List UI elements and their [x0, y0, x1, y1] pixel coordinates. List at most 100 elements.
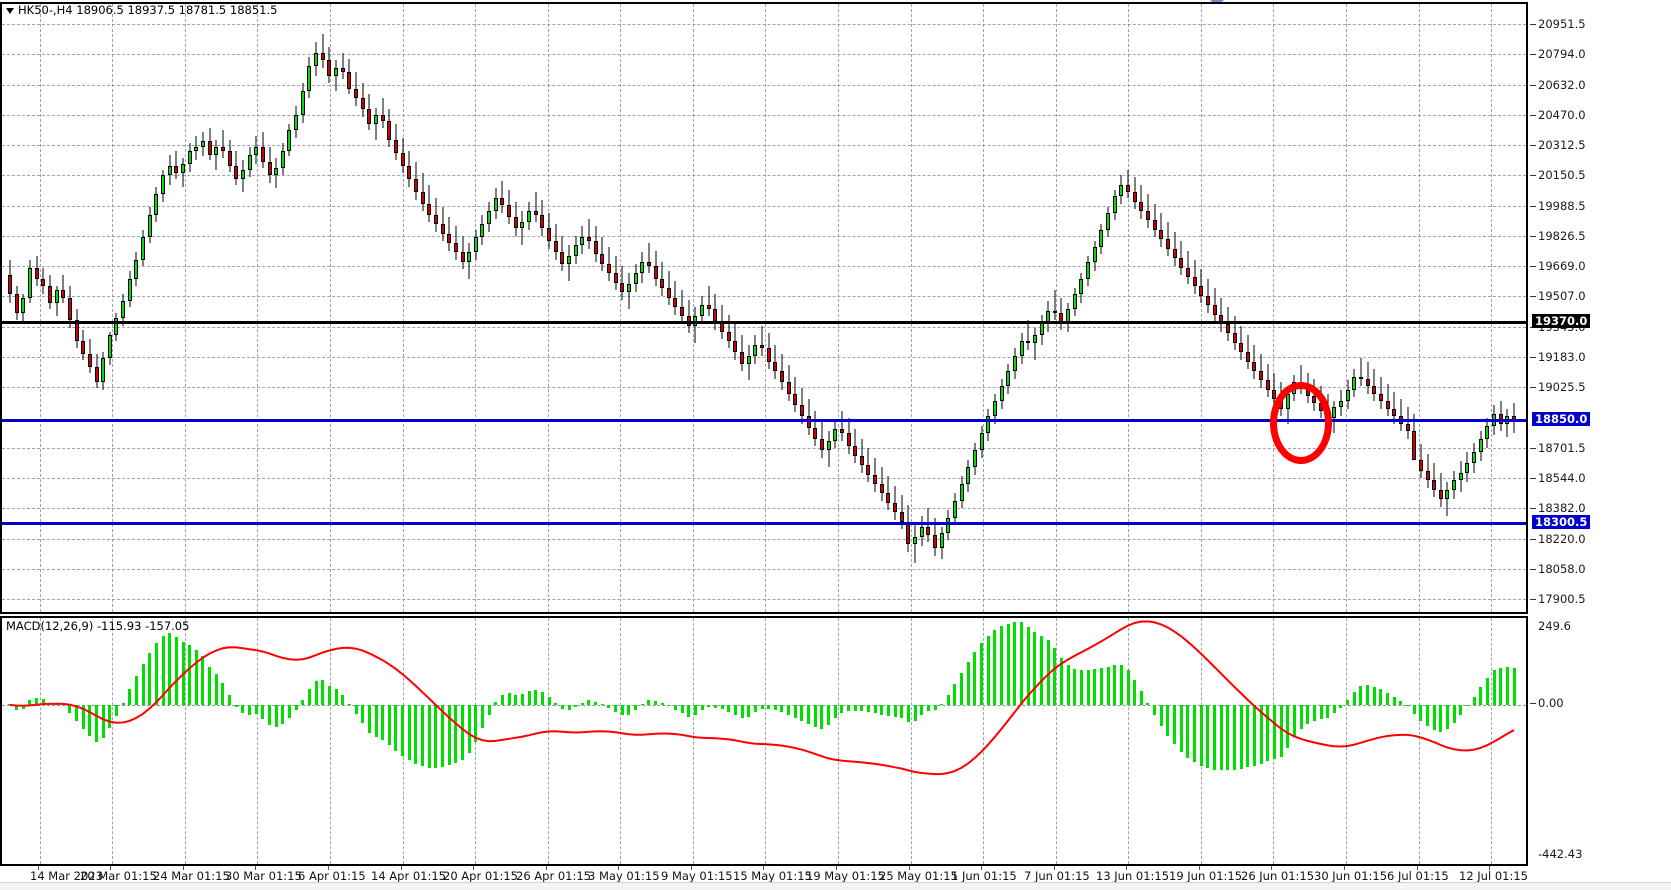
macd-histogram-bar [827, 705, 831, 726]
candle-wick [335, 60, 337, 91]
price-level-line-18850-0[interactable] [2, 419, 1526, 422]
price-level-line-19370-0[interactable] [2, 321, 1526, 325]
macd-histogram-bar [980, 643, 984, 705]
collapse-caret-icon[interactable] [6, 7, 14, 14]
tick-dash-icon [1530, 477, 1536, 479]
candle-body-bullish [280, 150, 285, 168]
candlestick [320, 34, 325, 68]
candlestick [1086, 256, 1091, 287]
candlestick [600, 237, 605, 272]
candlestick [287, 124, 292, 157]
candle-wick [1387, 384, 1389, 417]
candle-body-bullish [633, 273, 638, 285]
candle-body-bearish [220, 147, 225, 151]
bottom-strip [0, 882, 1671, 890]
candle-body-bearish [646, 261, 651, 266]
candle-body-bullish [194, 147, 199, 151]
candlestick [893, 485, 898, 520]
price-level-badge-18300-5[interactable]: 18300.5 [1532, 515, 1591, 530]
candle-wick [215, 139, 217, 170]
price-axis[interactable]: 20951.5 20794.0 20632.0 20470.0 20312.5 20150… [1530, 2, 1671, 614]
candlestick [314, 41, 319, 76]
time-axis-separator [328, 866, 329, 870]
candle-body-bullish [473, 237, 478, 253]
candle-body-bearish [347, 71, 352, 89]
grid-line-vertical [911, 618, 912, 864]
price-level-line-18300-5[interactable] [2, 522, 1526, 526]
macd-histogram-bar [1432, 705, 1436, 730]
macd-histogram-bar [474, 705, 478, 742]
grid-line-horizontal [2, 386, 1526, 388]
candle-body-bearish [793, 393, 798, 405]
candlestick [919, 516, 924, 547]
macd-histogram-bar [654, 700, 658, 705]
candle-body-bearish [260, 147, 265, 163]
price-axis-tick: 19826.5 [1530, 230, 1586, 242]
grid-line-vertical [1491, 4, 1492, 612]
candlestick [1126, 169, 1131, 198]
macd-histogram-bar [787, 705, 791, 716]
macd-histogram-bar [840, 705, 844, 713]
candlestick [567, 244, 571, 281]
candle-body-bearish [420, 192, 425, 204]
candle-body-bearish [1365, 378, 1370, 387]
macd-histogram-bar [880, 705, 884, 715]
price-chart-pane[interactable] [0, 2, 1528, 614]
grid-line-vertical [1056, 4, 1057, 612]
tick-dash-icon [1530, 236, 1536, 238]
macd-histogram-bar [454, 705, 458, 763]
macd-histogram-bar [933, 705, 937, 711]
candle-body-bullish [240, 169, 245, 180]
macd-histogram-bar [1079, 670, 1083, 705]
candle-body-bearish [1179, 258, 1184, 268]
candle-wick [175, 150, 177, 180]
price-axis-tick: 20951.5 [1530, 18, 1586, 30]
candlestick [986, 408, 991, 441]
tick-dash-icon [1530, 357, 1536, 359]
price-plot-area[interactable] [2, 4, 1526, 612]
macd-plot-area[interactable] [2, 618, 1526, 864]
candle-body-bearish [773, 361, 778, 372]
grid-line-horizontal [2, 538, 1526, 540]
macd-histogram-bar [1292, 705, 1296, 738]
macd-histogram-bar [327, 685, 331, 705]
macd-histogram-bar [527, 690, 531, 705]
candlestick [67, 286, 72, 328]
candle-wick [62, 275, 64, 304]
candle-body-bearish [779, 371, 784, 383]
candlestick [427, 184, 432, 223]
candle-body-bullish [959, 483, 964, 501]
candle-body-bullish [1458, 472, 1463, 481]
grid-line-vertical [257, 4, 258, 612]
candlestick [54, 286, 59, 317]
macd-axis-tick: 0.00 [1530, 697, 1564, 709]
candlestick [393, 124, 398, 161]
macd-histogram-bar [8, 704, 12, 705]
macd-axis[interactable]: 249.6 0.00 -442.43 [1530, 616, 1671, 866]
candlestick [1092, 241, 1097, 272]
candle-body-bearish [839, 429, 844, 434]
macd-indicator-pane[interactable] [0, 616, 1528, 866]
candle-body-bullish [214, 147, 219, 155]
price-axis-tick: 20470.0 [1530, 109, 1586, 121]
candlestick [1219, 297, 1224, 332]
candlestick [267, 147, 272, 183]
candle-body-bearish [1026, 340, 1031, 343]
candlestick [533, 192, 538, 223]
candle-body-bearish [41, 278, 46, 287]
candle-body-bearish [760, 344, 764, 349]
time-axis-separator [836, 866, 837, 870]
macd-histogram-bar [121, 702, 125, 705]
grid-line-vertical [1201, 4, 1202, 612]
candle-body-bullish [1012, 355, 1017, 372]
price-axis-tick: 19025.5 [1530, 381, 1586, 393]
price-level-badge-18850-0[interactable]: 18850.0 [1532, 412, 1591, 426]
red-circle-annotation[interactable] [1270, 382, 1332, 464]
candlestick [1332, 401, 1337, 434]
candle-body-bullish [919, 527, 924, 537]
price-level-badge-19370-0[interactable]: 19370.0 [1532, 314, 1591, 329]
macd-histogram-bar [793, 705, 797, 719]
instrument-label-text: HK50-,H4 18906.5 18937.5 18781.5 18851.5 [18, 3, 278, 17]
macd-histogram-bar [1139, 691, 1143, 705]
candle-body-bearish [933, 534, 938, 548]
